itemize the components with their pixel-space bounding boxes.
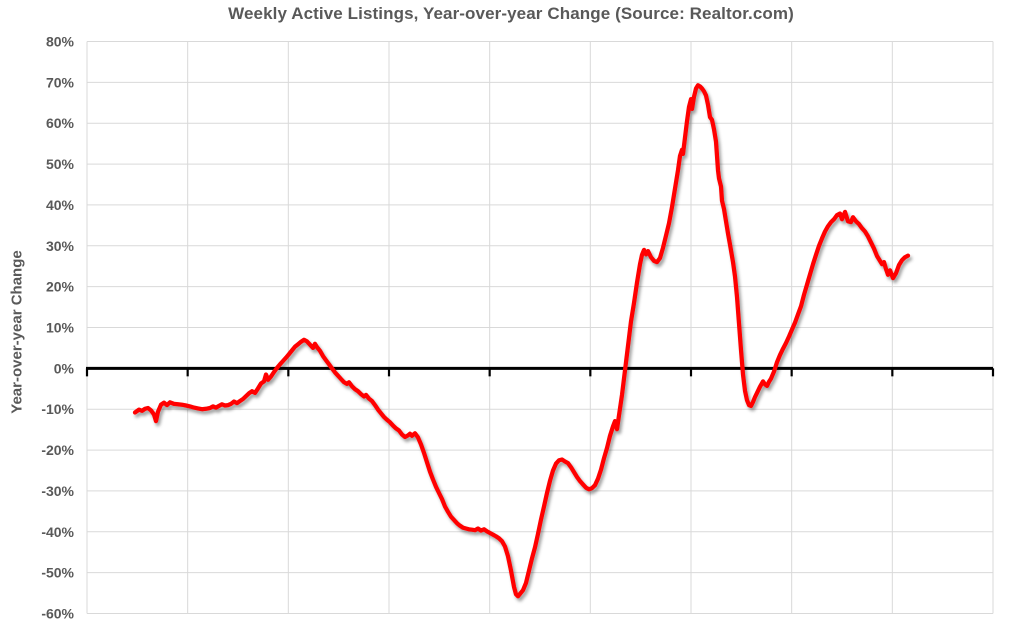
y-tick-label: -40% [41, 524, 74, 540]
y-tick-label: 70% [46, 74, 75, 90]
y-tick-label: -60% [41, 606, 74, 622]
y-tick-label: 0% [54, 360, 75, 376]
y-tick-label: -30% [41, 483, 74, 499]
y-tick-label: 20% [46, 279, 75, 295]
y-tick-label: 60% [46, 115, 75, 131]
y-tick-label: 40% [46, 197, 75, 213]
y-tick-label: -10% [41, 401, 74, 417]
y-tick-label: 80% [46, 34, 75, 50]
y-tick-label: -20% [41, 442, 74, 458]
y-tick-label: 50% [46, 156, 75, 172]
y-tick-label: 30% [46, 238, 75, 254]
chart-title: Weekly Active Listings, Year-over-year C… [228, 4, 794, 23]
series-line [132, 83, 911, 599]
y-tick-label: -50% [41, 565, 74, 581]
y-tick-label: 10% [46, 320, 75, 336]
